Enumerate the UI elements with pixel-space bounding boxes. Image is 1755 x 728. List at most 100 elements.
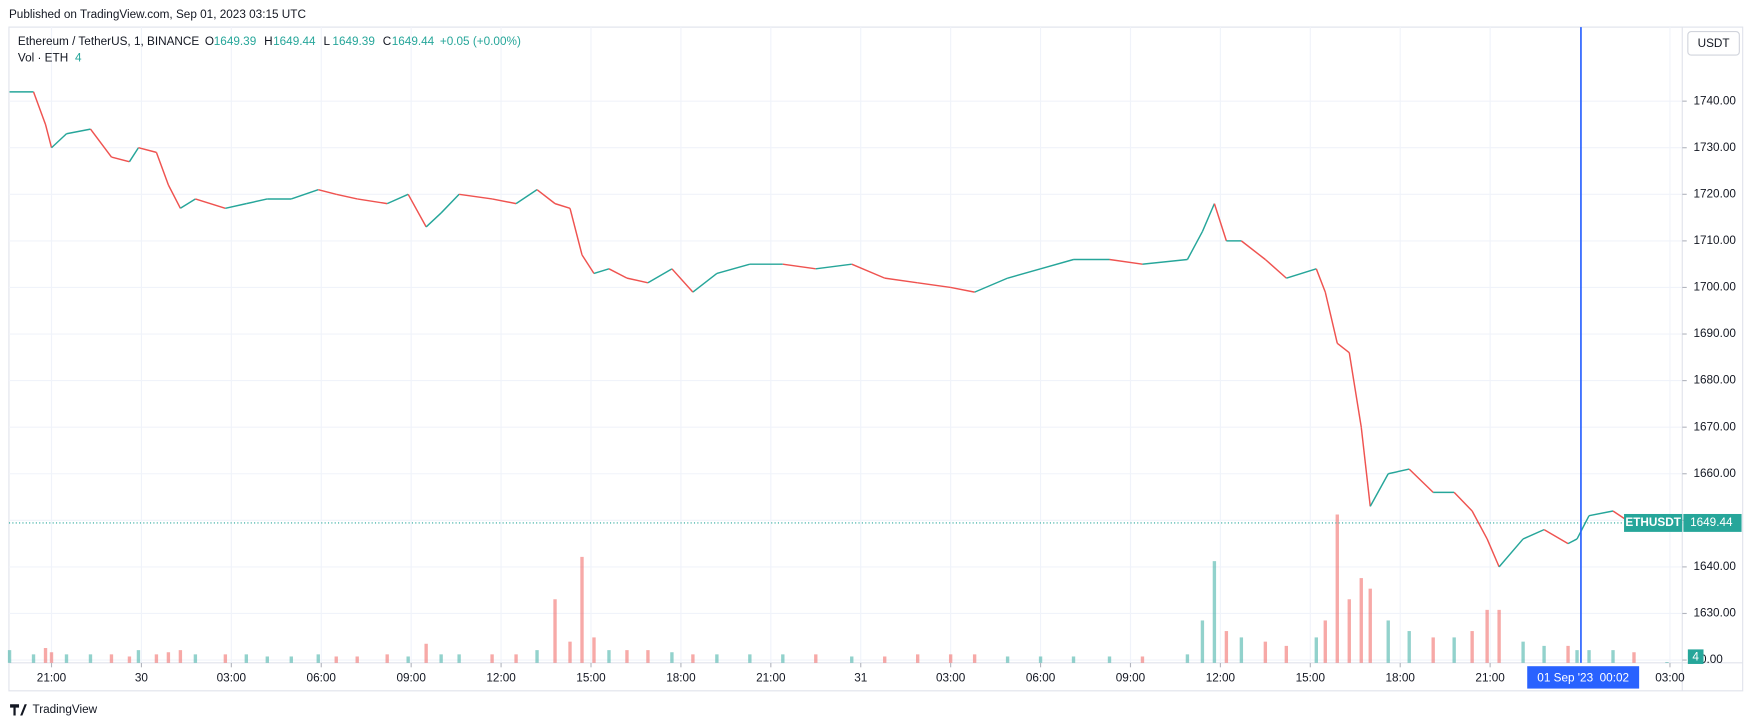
price-segment [138,147,157,154]
x-tick-label: 21:00 [37,672,67,685]
price-segment [671,268,694,293]
price-segment [815,263,852,270]
price-segment [357,198,388,205]
x-tick-label: 06:00 [1026,672,1056,685]
price-segment [459,193,493,200]
volume-bar [154,654,159,663]
price-segment [425,212,442,228]
volume-bar [64,654,69,663]
volume-bar [136,650,141,663]
chart-frame [8,26,1744,692]
price-segment [180,198,196,209]
volume-bar [1335,514,1339,663]
volume-legend-value: 4 [75,52,82,65]
volume-bar [646,650,650,663]
volume-bar [1431,637,1435,663]
price-segment [1240,240,1266,261]
price-segment [716,263,751,275]
y-tick-label: 1730.00 [1693,141,1736,154]
ohlc-legend: O 1649.39 H 1649.44 L 1649.39 C 1649.44 +0.05 (+… [205,35,521,48]
price-segment [692,272,718,293]
volume-bar [691,654,695,663]
price-segment [195,198,226,209]
volume-bar [223,654,228,663]
price-segment [950,286,975,293]
y-tick-label: 1690.00 [1693,327,1736,340]
price-segment [1576,515,1590,540]
volume-bar [535,650,539,663]
x-tick-label: 18:00 [1386,672,1416,685]
volume-bar [1212,561,1217,663]
volume-bar [1323,620,1327,663]
ohlc-value: 1649.44 [392,35,435,48]
volume-bar [316,654,320,663]
price-segment [647,268,673,284]
ohlc-key: L [323,35,330,48]
volume-bar [1359,578,1363,663]
volume-bar [334,656,338,663]
y-tick-label: 1710.00 [1693,234,1736,247]
price-segment [1142,258,1188,265]
price-segment [1567,538,1578,545]
price-segment [1109,258,1143,265]
volume-bar [457,654,461,663]
price-segment [515,189,538,205]
volume-bar [1263,641,1268,663]
volume-bar [43,648,48,663]
volume-value-box [1687,649,1704,664]
x-tick-label: 21:00 [756,672,786,685]
price-segment [1264,258,1287,279]
volume-bar [1200,620,1205,663]
volume-bar [607,650,611,663]
price-segment [66,128,91,135]
volume-bar [1407,631,1411,663]
volume-bar [1140,656,1145,663]
price-segment [89,128,113,158]
last-price-symbol: ETHUSDT [1625,516,1681,529]
price-segment [1369,473,1389,507]
volume-legend-label: Vol · ETH [18,52,68,65]
volume-bar [1632,652,1636,663]
volume-bar [1497,609,1501,663]
volume-bar [1386,620,1390,663]
price-segment [336,193,358,200]
volume-bar [1611,650,1615,663]
ohlc-value: 1649.39 [332,35,374,48]
price-segment [225,202,247,209]
volume-bar [1587,650,1591,663]
last-price-value: 1649.44 [1690,516,1733,529]
y-tick-label: 1720.00 [1693,187,1736,200]
volume-bar [514,654,518,663]
volume-bar [490,654,494,663]
currency-label: USDT [1698,37,1730,50]
price-segment [1324,291,1338,344]
volume-bar [1185,654,1190,663]
price-segment [1286,268,1317,279]
brand-logo [10,704,27,716]
price-segment [536,189,556,205]
overlays: ETHUSDT 1649.44 4 01 Sep '23 00:02 [8,27,1742,689]
x-tick-label: 03:00 [217,672,247,685]
price-segment [626,277,649,284]
x-tick-label: 12:00 [1206,672,1236,685]
volume-bar [193,654,198,663]
volume-bar [972,654,977,663]
ohlc-key: C [383,35,392,48]
last-price-box [1683,513,1742,532]
volume-bar [814,654,818,663]
volume-bar [88,654,93,663]
price-segment [884,277,918,284]
published-note: Published on TradingView.com, Sep 01, 20… [9,8,307,21]
price-segment [554,202,571,209]
price-line [9,91,1668,568]
price-segment [1201,203,1216,232]
y-tick-label: 1700.00 [1693,281,1736,294]
volume-bar [781,654,785,663]
price-segment [1453,491,1473,512]
price-segment [917,282,951,289]
volume-bar [31,654,36,663]
ohlc-key: O [205,35,214,48]
currency-button[interactable] [1687,31,1740,56]
volume-bar [1071,656,1076,663]
